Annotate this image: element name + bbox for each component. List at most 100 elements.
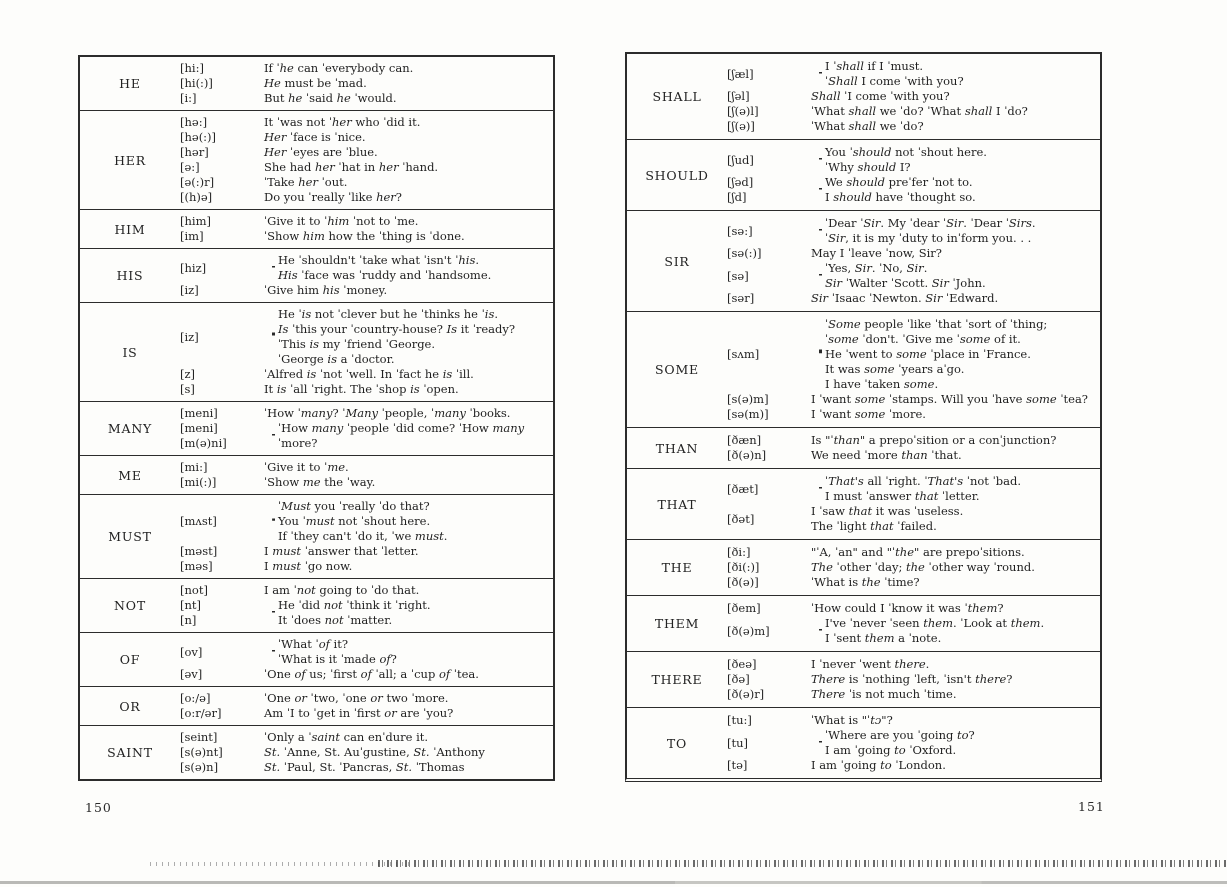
example-line: You ˈshould not ˈshout here. <box>825 145 987 159</box>
phonetic-variant: [m(ə)ni] <box>180 436 227 450</box>
phonetic-block: [ð(ə)] ˈWhat is the ˈtime? <box>727 575 1097 590</box>
example-lines: ˈGive it to ˈme. <box>264 460 550 475</box>
example-lines: There is ˈnothing ˈleft, ˈisn't there? <box>811 672 1097 687</box>
phonetic-variants: [ð(ə)] <box>727 575 811 590</box>
example-group: Sir ˈIsaac ˈNewton. Sir ˈEdward. <box>811 291 1097 306</box>
phonetic-block: [mi(:)] ˈShow me the ˈway. <box>180 475 550 490</box>
example-lines: ˈWhat is "ˈtɔ"? <box>811 713 1097 728</box>
phonetic-block: [(h)ə] Do you ˈreally ˈlike her? <box>180 190 550 205</box>
phonetic-variant: [ə(:)r] <box>180 175 215 189</box>
svg-text:{: { <box>811 616 822 646</box>
example-group: The ˈother ˈday; the ˈother way ˈround. <box>811 560 1097 575</box>
phonetic-block: [ov] {ˈWhat ˈof it?ˈWhat is it ˈmade of? <box>180 637 550 667</box>
phonetic-variants: [s(ə)m] <box>727 392 811 407</box>
phonetic-variants: [ði(:)] <box>727 560 811 575</box>
entry-row: ME [mi:] ˈGive it to ˈme. [mi(:)] ˈShow me t… <box>80 456 553 495</box>
phonetic-variants: [ðeə] <box>727 657 811 672</box>
brace-glyph: { <box>811 317 822 391</box>
example-lines: ˈWhat ˈof it? ˈWhat is it ˈmade of? <box>278 637 550 667</box>
phonetic-variant: [ðem] <box>727 601 761 615</box>
example-lines: ˈShow him how the ˈthing is ˈdone. <box>264 229 550 244</box>
entry-blocks: [meni] ˈHow ˈmany? ˈMany ˈpeople, ˈmany ˈ… <box>180 406 553 451</box>
example-line: ˈmore? <box>278 436 318 450</box>
phonetic-variant: [tə] <box>727 758 748 772</box>
phonetic-block: [s(ə)nt] St. ˈAnne, St. Auˈgustine, St. ˈ… <box>180 745 550 760</box>
example-line: The ˈlight that ˈfailed. <box>811 519 937 533</box>
example-line: I am ˈgoing to ˈLondon. <box>811 758 946 772</box>
example-line: ˈHow many ˈpeople ˈdid come? ˈHow many <box>278 421 525 435</box>
phonetic-block: [nt][n]{He ˈdid not ˈthink it ˈright.It … <box>180 598 550 628</box>
phonetic-variants: [əv] <box>180 667 264 682</box>
phonetic-variant: [sər] <box>727 291 755 305</box>
entry-word: HIS <box>116 268 144 283</box>
example-group: Do you ˈreally ˈlike her? <box>264 190 550 205</box>
example-line: ˈGive it to ˈhim ˈnot to ˈme. <box>264 214 419 228</box>
example-lines: The ˈother ˈday; the ˈother way ˈround. <box>811 560 1097 575</box>
example-lines: ˈYes, Sir. ˈNo, Sir. Sir ˈWalter ˈScott. … <box>825 261 1097 291</box>
phonetic-block: [ʃəd][ʃd]{We should preˈfer ˈnot to.I sh… <box>727 175 1097 205</box>
example-group: {You ˈshould not ˈshout here.ˈWhy should… <box>811 145 1097 175</box>
phonetic-variant: [s] <box>180 382 195 396</box>
example-group: I ˈwant some ˈmore. <box>811 407 1097 422</box>
phonetic-variant: [ð(ə)] <box>727 575 759 589</box>
example-line: I ˈsent them a ˈnote. <box>825 631 942 645</box>
phonetic-variants: [ðə] <box>727 672 811 687</box>
phonetic-variant: [ʃəd] <box>727 175 754 189</box>
example-line: It ˈdoes not ˈmatter. <box>278 613 393 627</box>
entry-word: IS <box>122 344 138 360</box>
example-line: ˈWhat shall we ˈdo? <box>811 119 924 133</box>
phonetic-variant: [ði(:)] <box>727 560 760 574</box>
example-line: ˈWhy should I? <box>825 160 911 174</box>
scan-artifact-bottom-line <box>0 881 1227 884</box>
scan-artifact-speckle <box>150 862 410 866</box>
entry-word: THAN <box>655 440 699 456</box>
phonetic-variant: [mi:] <box>180 460 208 474</box>
phonetic-variant: [hi:] <box>180 61 204 75</box>
example-group: I am ˈgoing to ˈLondon. <box>811 758 1097 773</box>
example-line: ˈYes, Sir. ˈNo, Sir. <box>825 261 928 275</box>
example-lines: I ˈsaw that it was ˈuseless. The ˈlight t… <box>811 504 1097 534</box>
example-lines: Do you ˈreally ˈlike her? <box>264 190 550 205</box>
phonetic-block: [ð(ə)m] {I've ˈnever ˈseen them. ˈLook at… <box>727 616 1097 646</box>
example-line: May I ˈleave ˈnow, Sir? <box>811 246 942 260</box>
phonetic-block: [ð(ə)n] We need ˈmore than ˈthat. <box>727 448 1097 463</box>
example-line: If ˈthey can't ˈdo it, ˈwe must. <box>278 529 448 543</box>
example-line: St. ˈPaul, St. ˈPancras, St. ˈThomas <box>264 760 465 774</box>
example-group: Her ˈeyes are ˈblue. <box>264 145 550 160</box>
phonetic-variants: [sə:] <box>727 216 811 246</box>
example-lines: ˈOnly a ˈsaint can enˈdure it. <box>264 730 550 745</box>
example-line: I have ˈtaken some. <box>825 377 939 391</box>
example-line: ˈOnly a ˈsaint can enˈdure it. <box>264 730 429 744</box>
example-line: ˈSome people ˈlike ˈthat ˈsort of ˈthing… <box>825 317 1048 331</box>
example-lines: I've ˈnever ˈseen them. ˈLook at them. I … <box>825 616 1097 646</box>
example-line: ˈWhere are you ˈgoing to? <box>825 728 975 742</box>
phonetic-variants: [im] <box>180 229 264 244</box>
example-line: "ˈA, ˈan" and "ˈthe" are prepoˈsitions. <box>811 545 1025 559</box>
phonetic-variant: [ʃud] <box>727 152 754 167</box>
phonetic-block: [sər] Sir ˈIsaac ˈNewton. Sir ˈEdward. <box>727 291 1097 306</box>
example-group: I must ˈgo now. <box>264 559 550 574</box>
phonetic-variant: [hiz] <box>180 260 207 275</box>
example-line: ˈGive it to ˈme. <box>264 460 349 474</box>
svg-text:{: { <box>811 216 822 246</box>
entry-row: THERE [ðeə] I ˈnever ˈwent there. [ðə] There… <box>627 652 1100 708</box>
example-line: There ˈis not much ˈtime. <box>811 687 957 701</box>
phonetic-block: [s] It is ˈall ˈright. The ˈshop is ˈopen… <box>180 382 550 397</box>
entry-blocks: [o:/ə] ˈOne or ˈtwo, ˈone or two ˈmore. [o… <box>180 691 553 721</box>
example-lines: It ˈwas not ˈher who ˈdid it. <box>264 115 550 130</box>
phonetic-variants: [tu:] <box>727 713 811 728</box>
entry-word: ME <box>118 467 142 483</box>
entry-word: HER <box>114 152 146 168</box>
example-group: ˈWhat shall we ˈdo? <box>811 119 1097 134</box>
example-lines: ˈMust you ˈreally ˈdo that? You ˈmust not… <box>278 499 550 544</box>
entry-row: TO [tu:] ˈWhat is "ˈtɔ"? [tu] {ˈWhere are yo… <box>627 708 1100 778</box>
example-group: {ˈMust you ˈreally ˈdo that?You ˈmust no… <box>264 499 550 544</box>
phonetic-block: [məs] I must ˈgo now. <box>180 559 550 574</box>
example-line: Sir ˈIsaac ˈNewton. Sir ˈEdward. <box>811 291 999 305</box>
example-group: ˈHow ˈmany? ˈMany ˈpeople, ˈmany ˈbooks. <box>264 406 550 421</box>
svg-text:{: { <box>811 175 822 205</box>
phonetic-variant: [tu:] <box>727 713 752 727</box>
entry-blocks: [ðeə] I ˈnever ˈwent there. [ðə] There is ˈ… <box>727 657 1100 702</box>
entry-word: SOME <box>655 362 699 377</box>
example-group: {He ˈis not ˈclever but he ˈthinks he ˈi… <box>264 307 550 367</box>
